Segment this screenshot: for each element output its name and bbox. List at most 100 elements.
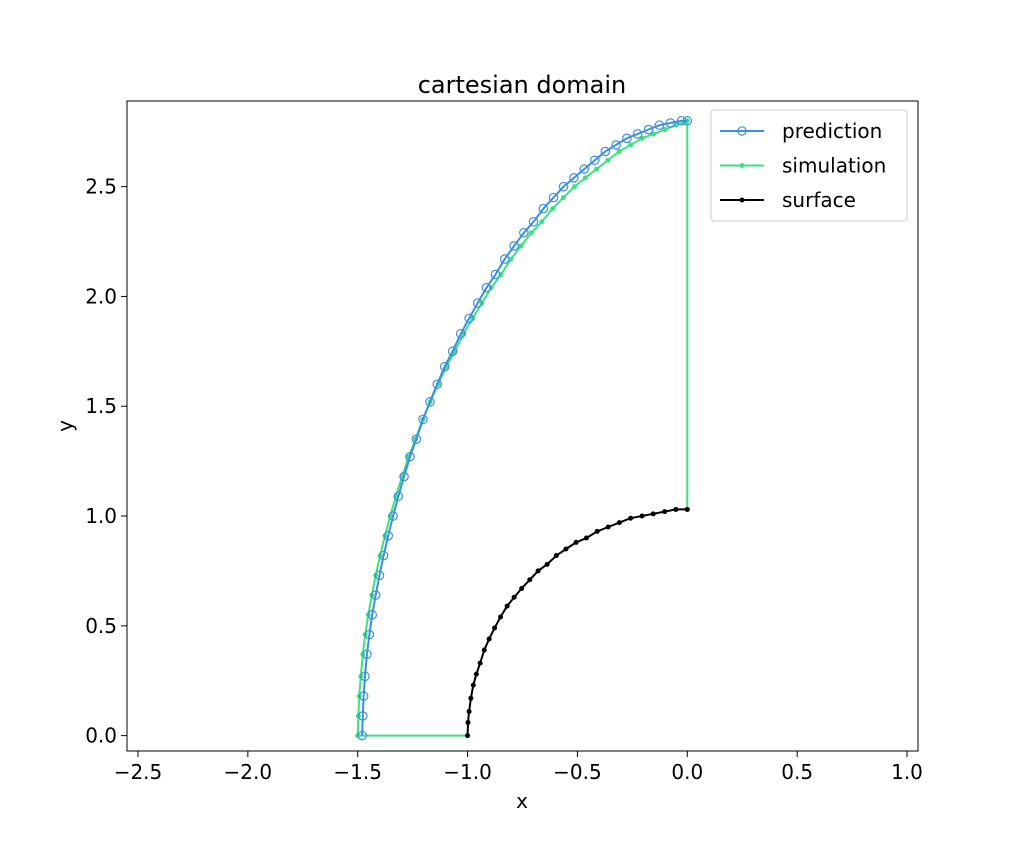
y-tick-label: 2.5 [85,175,117,199]
data-point [488,285,494,291]
data-point [571,184,577,190]
data-point [465,733,471,739]
legend-label: simulation [782,154,886,178]
data-point [470,315,476,321]
data-point [358,691,369,701]
series-surface [465,506,690,739]
data-point [377,553,383,559]
data-point [600,146,611,157]
data-point [527,577,533,583]
data-point [622,133,632,144]
data-point [468,695,474,701]
data-point [528,216,539,227]
data-point [492,625,498,631]
data-point [605,157,611,163]
y-tick-label: 0.5 [85,614,117,638]
legend-box [710,109,908,222]
data-point [676,115,687,126]
data-point [509,241,519,251]
data-point [490,269,501,280]
data-point [499,254,510,264]
data-point [374,570,385,581]
data-point [388,511,398,521]
data-point [511,594,517,600]
data-point [472,298,483,308]
y-tick-label: 2.0 [85,284,117,308]
data-point [466,708,472,714]
y-tick-label: 1.5 [85,394,117,418]
data-point [616,520,622,526]
x-tick-label: −2.0 [224,760,273,784]
plot-frame [126,100,919,752]
data-point [548,192,559,203]
data-point [486,636,492,642]
data-point [465,719,471,725]
data-point [632,129,643,139]
data-point [504,603,510,609]
data-point [528,230,534,236]
data-point [662,509,668,515]
data-point [650,511,656,517]
data-point [362,649,372,660]
data-point [535,568,541,574]
data-point [544,561,550,567]
data-point [682,115,693,126]
data-point [357,711,368,721]
data-point [367,610,378,620]
x-tick-label: −1.5 [333,760,382,784]
data-point [360,671,370,682]
legend-label: prediction [782,119,882,143]
x-tick-label: −1.0 [443,760,492,784]
data-point [628,515,634,521]
data-point [662,127,668,133]
data-point [550,206,556,212]
data-point [519,586,525,591]
data-point [481,647,487,653]
data-point [573,539,579,545]
data-point [616,149,622,155]
data-point [611,140,621,150]
y-tick-label: 0.0 [85,724,117,748]
data-point [477,660,483,666]
data-point [357,730,367,741]
data-point [583,535,589,541]
x-tick-label: −2.5 [114,760,163,784]
legend-item-prediction: prediction [720,119,882,143]
data-point [425,397,435,407]
data-point [519,227,529,238]
data-point [470,682,476,688]
data-point [594,528,600,534]
data-point [673,506,679,512]
data-point [605,524,611,530]
data-point [538,203,549,214]
data-point [589,155,600,166]
legend: prediction simulation surface [710,109,908,222]
data-point [518,243,524,249]
series-prediction [357,115,693,741]
x-tick-label: 0.5 [781,760,813,784]
y-axis-label: y [53,420,77,432]
data-point [508,256,514,262]
x-axis-label: x [516,789,528,813]
data-point [439,361,450,372]
chart-title: cartesian domain [418,71,627,99]
data-point [473,671,479,677]
data-point [684,506,690,512]
data-point [432,379,443,390]
data-point [399,471,409,482]
data-point [418,414,428,425]
data-point [639,513,645,519]
data-point [481,282,492,293]
x-tick-label: 1.0 [891,760,923,784]
data-point [405,451,415,462]
data-point [560,195,566,201]
data-point [558,181,569,192]
data-point [411,434,422,444]
x-tick-label: −0.5 [553,760,602,784]
legend-swatch-marker [737,126,747,136]
legend-item-simulation: simulation [720,154,886,178]
data-point [464,313,474,324]
data-point [594,166,600,172]
data-point [563,546,569,552]
